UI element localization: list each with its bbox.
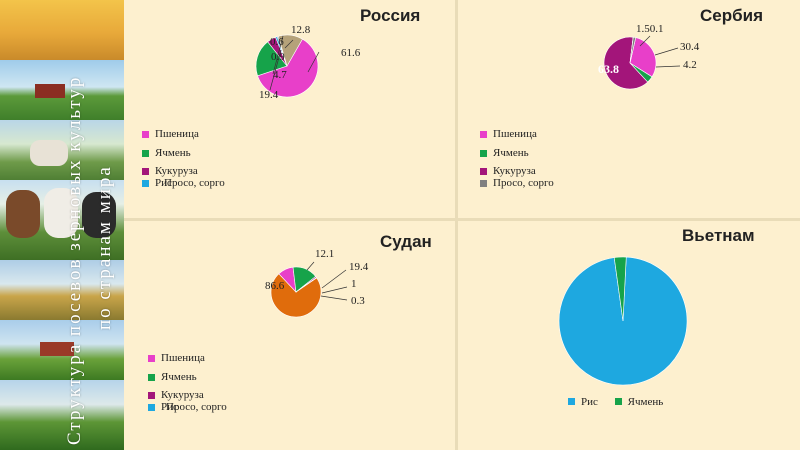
panel-serbia	[458, 0, 800, 218]
chart-title-vietnam: Вьетнам	[682, 226, 755, 245]
data-label: 30.4	[680, 41, 700, 53]
data-label: 1.50.1	[636, 23, 664, 35]
legend-sudan: Пшеница Ячмень Кукуруза Рис Просо, сорго	[148, 352, 308, 432]
crop-rows-image	[0, 380, 124, 450]
horizontal-divider	[124, 218, 800, 221]
legend-label: Пшеница	[155, 128, 199, 140]
leader-lines	[639, 35, 681, 68]
leader-lines	[269, 35, 320, 91]
legend-swatch	[568, 398, 575, 405]
legend-item: Рис	[568, 396, 598, 408]
pie-slice	[295, 277, 318, 293]
legend-swatch	[142, 168, 149, 175]
cows-image	[0, 180, 124, 260]
data-label: 1	[351, 278, 357, 290]
legend-label: Ячмень	[493, 147, 529, 159]
hay-bales-image	[0, 260, 124, 320]
legend-swatch	[480, 150, 487, 157]
legend-swatch	[148, 404, 155, 411]
pie-slice	[603, 36, 649, 90]
pie-slice	[277, 34, 303, 67]
legend-label: Ячмень	[627, 396, 664, 408]
pie-slice	[270, 273, 322, 318]
legend-swatch	[148, 374, 155, 381]
pie-slice	[255, 41, 288, 77]
data-label: 61.6	[341, 47, 361, 59]
chart-title-serbia: Сербия	[700, 6, 763, 25]
data-label: 0.3	[351, 295, 365, 307]
vertical-divider	[455, 0, 458, 450]
legend-swatch	[148, 392, 155, 399]
legend-label: Ячмень	[161, 371, 197, 383]
data-label: 86.6	[265, 280, 285, 292]
data-label: 12.8	[291, 24, 311, 36]
legend-label: Пшеница	[493, 128, 537, 140]
legend-russia: Пшеница Ячмень Кукуруза Рис Просо, сорго	[142, 128, 302, 208]
legend-swatch	[480, 131, 487, 138]
data-label: 4.7	[273, 69, 287, 81]
data-label: 0.6	[270, 36, 284, 48]
legend-label: Рис	[155, 177, 172, 189]
legend-swatch	[142, 180, 149, 187]
legend-label: Просо, сорго	[164, 177, 225, 189]
chart-title-sudan: Судан	[380, 232, 432, 251]
barn-shape	[35, 84, 65, 98]
data-label: 12.1	[315, 248, 335, 260]
legend-label: Рис	[161, 401, 178, 413]
data-label: 19.4	[259, 89, 279, 101]
pie-slice	[558, 256, 688, 386]
legend-swatch	[142, 131, 149, 138]
chart-title-russia: Россия	[360, 6, 421, 25]
pie-slice	[629, 36, 637, 64]
cow-white-shape	[44, 188, 78, 238]
cow-brown-shape	[6, 190, 40, 238]
decorative-image-strip	[0, 0, 124, 450]
legend-swatch	[480, 180, 487, 187]
legend-label: Пшеница	[161, 352, 205, 364]
legend-label: Рис	[581, 396, 598, 408]
cow-shape	[30, 140, 68, 166]
farmhouse-image	[0, 320, 124, 380]
pie-slice	[257, 38, 319, 98]
pie-slice	[613, 256, 627, 322]
legend-label: Просо, сорго	[166, 401, 227, 413]
legend-label: Кукуруза	[155, 165, 198, 177]
legend-label: Ячмень	[155, 147, 191, 159]
legend-item: Ячмень	[614, 396, 664, 408]
cow-image	[0, 120, 124, 180]
legend-swatch	[148, 355, 155, 362]
data-label: 0.9	[271, 51, 285, 63]
legend-swatch	[142, 150, 149, 157]
data-label: 4.2	[683, 59, 697, 71]
legend-label: Просо, сорго	[493, 177, 554, 189]
legend-serbia: Пшеница Ячмень Кукуруза Просо, сорго	[480, 128, 640, 208]
data-label: 19.4	[349, 261, 369, 273]
legend-swatch	[614, 398, 622, 405]
farm-image	[0, 60, 124, 120]
panel-sudan	[124, 221, 455, 450]
data-label: 63.8	[598, 62, 619, 76]
wheat-field-image	[0, 0, 124, 60]
legend-vietnam: Рис Ячмень	[568, 396, 677, 408]
leader-lines	[306, 261, 348, 301]
legend-label: Кукуруза	[493, 165, 536, 177]
cow-black-shape	[82, 192, 116, 238]
legend-swatch	[480, 168, 487, 175]
farmhouse-shape	[40, 342, 74, 356]
legend-label: Кукуруза	[161, 389, 204, 401]
